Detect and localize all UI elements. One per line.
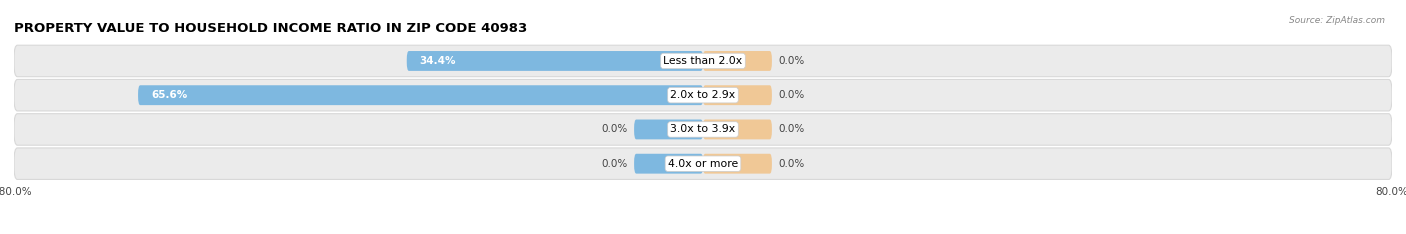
Text: 0.0%: 0.0% (779, 90, 806, 100)
Text: 0.0%: 0.0% (779, 159, 806, 169)
Text: PROPERTY VALUE TO HOUSEHOLD INCOME RATIO IN ZIP CODE 40983: PROPERTY VALUE TO HOUSEHOLD INCOME RATIO… (14, 22, 527, 35)
Text: 0.0%: 0.0% (600, 159, 627, 169)
FancyBboxPatch shape (14, 148, 1392, 179)
FancyBboxPatch shape (703, 154, 772, 174)
Text: 4.0x or more: 4.0x or more (668, 159, 738, 169)
FancyBboxPatch shape (14, 114, 1392, 145)
Text: Less than 2.0x: Less than 2.0x (664, 56, 742, 66)
FancyBboxPatch shape (703, 120, 772, 139)
Text: 3.0x to 3.9x: 3.0x to 3.9x (671, 124, 735, 135)
Text: 0.0%: 0.0% (779, 56, 806, 66)
FancyBboxPatch shape (14, 45, 1392, 77)
FancyBboxPatch shape (14, 80, 1392, 111)
Text: 65.6%: 65.6% (150, 90, 187, 100)
Text: 0.0%: 0.0% (779, 124, 806, 135)
FancyBboxPatch shape (703, 51, 772, 71)
FancyBboxPatch shape (138, 85, 703, 105)
FancyBboxPatch shape (703, 85, 772, 105)
Text: 0.0%: 0.0% (600, 124, 627, 135)
FancyBboxPatch shape (634, 154, 703, 174)
Text: 34.4%: 34.4% (419, 56, 456, 66)
Text: 2.0x to 2.9x: 2.0x to 2.9x (671, 90, 735, 100)
Text: Source: ZipAtlas.com: Source: ZipAtlas.com (1289, 16, 1385, 25)
FancyBboxPatch shape (634, 120, 703, 139)
FancyBboxPatch shape (406, 51, 703, 71)
Legend: Without Mortgage, With Mortgage: Without Mortgage, With Mortgage (592, 232, 814, 234)
